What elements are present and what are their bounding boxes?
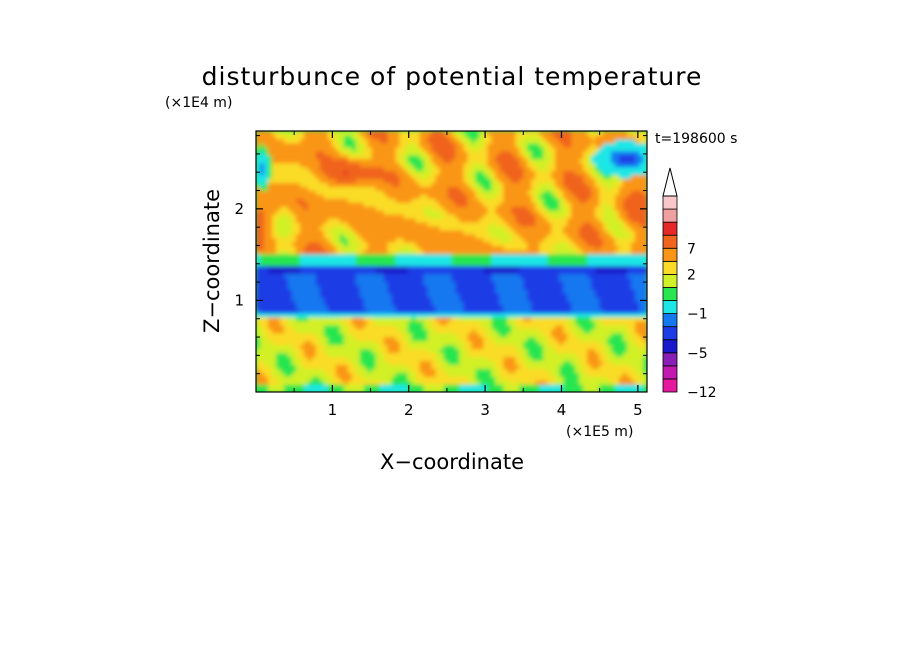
colorbar-extend-arrow <box>663 168 677 196</box>
colorbar-swatch <box>663 301 677 314</box>
colorbar-label: 2 <box>687 267 696 283</box>
colorbar-swatch <box>663 274 677 287</box>
time-label: t=198600 s <box>655 131 737 147</box>
colorbar-swatch <box>663 235 677 248</box>
x-tick-label: 4 <box>557 401 567 419</box>
y-tick-label: 2 <box>234 200 244 218</box>
x-tick-label: 1 <box>328 401 338 419</box>
colorbar-swatch <box>663 261 677 274</box>
chart-title: disturbunce of potential temperature <box>202 62 703 91</box>
colorbar-swatch <box>663 379 677 392</box>
colorbar-swatch <box>663 248 677 261</box>
y-tick-label: 1 <box>234 291 244 309</box>
x-tick-label: 2 <box>404 401 414 419</box>
colorbar-swatch <box>663 366 677 379</box>
colorbar-label: −1 <box>687 307 708 323</box>
x-tick-label: 5 <box>633 401 643 419</box>
colorbar-swatch <box>663 196 677 209</box>
colorbar-swatch <box>663 353 677 366</box>
heatmap-field <box>256 131 648 393</box>
colorbar-swatch <box>663 222 677 235</box>
colorbar-swatch <box>663 327 677 340</box>
colorbar-swatch <box>663 287 677 300</box>
x-axis-label: X−coordinate <box>380 450 524 474</box>
colorbar-swatch <box>663 340 677 353</box>
colorbar-label: 7 <box>687 241 696 257</box>
colorbar-swatch <box>663 314 677 327</box>
y-unit-label: (×1E4 m) <box>165 95 232 111</box>
x-unit-label: (×1E5 m) <box>566 424 633 440</box>
colorbar-swatch <box>663 209 677 222</box>
colorbar: −12−5−127 <box>663 168 717 401</box>
y-axis-label: Z−coordinate <box>200 189 224 333</box>
x-tick-label: 3 <box>480 401 490 419</box>
colorbar-label: −5 <box>687 346 708 362</box>
colorbar-label: −12 <box>687 385 717 401</box>
